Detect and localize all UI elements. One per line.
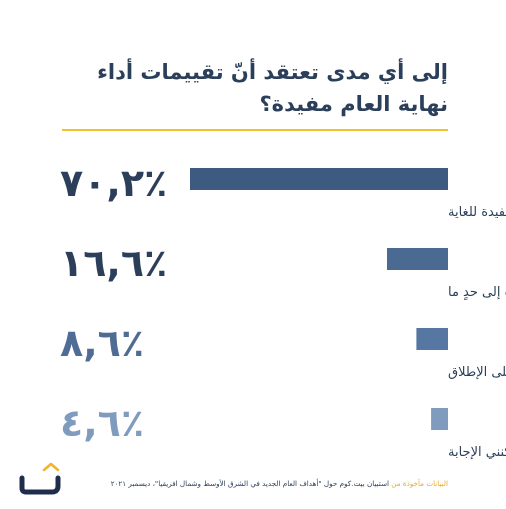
bar-3 [416, 328, 448, 350]
category-label-1: مفيدة للغاية [448, 205, 506, 220]
value-label-3: ٨,٦٪ [60, 321, 144, 365]
bar-1 [190, 168, 448, 190]
value-label-2: ١٦,٦٪ [60, 241, 167, 285]
source-note: البيانات مأخوذة من استبيان بيت.كوم حول "… [88, 478, 448, 489]
category-label-4: لا ينطبق / لا يمكنني الإجابة [448, 445, 506, 460]
bar-2 [386, 248, 448, 270]
category-label-3: غير مفيدة على الإطلاق [448, 365, 506, 380]
source-text: استبيان بيت.كوم حول "أهداف العام الجديد … [110, 479, 389, 488]
bar-4 [431, 408, 448, 430]
bayt-logo-icon [19, 462, 61, 495]
chart-title: إلى أي مدى تعتقد أنّ تقييمات أداء نهاية … [97, 60, 448, 116]
value-label-4: ٤,٦٪ [60, 401, 144, 445]
title-divider [62, 129, 448, 131]
value-label-1: ٧٠,٢٪ [60, 161, 167, 205]
category-label-2: مفيدة إلى حدٍ ما [448, 285, 506, 301]
source-prefix: البيانات مأخوذة من [391, 479, 448, 488]
